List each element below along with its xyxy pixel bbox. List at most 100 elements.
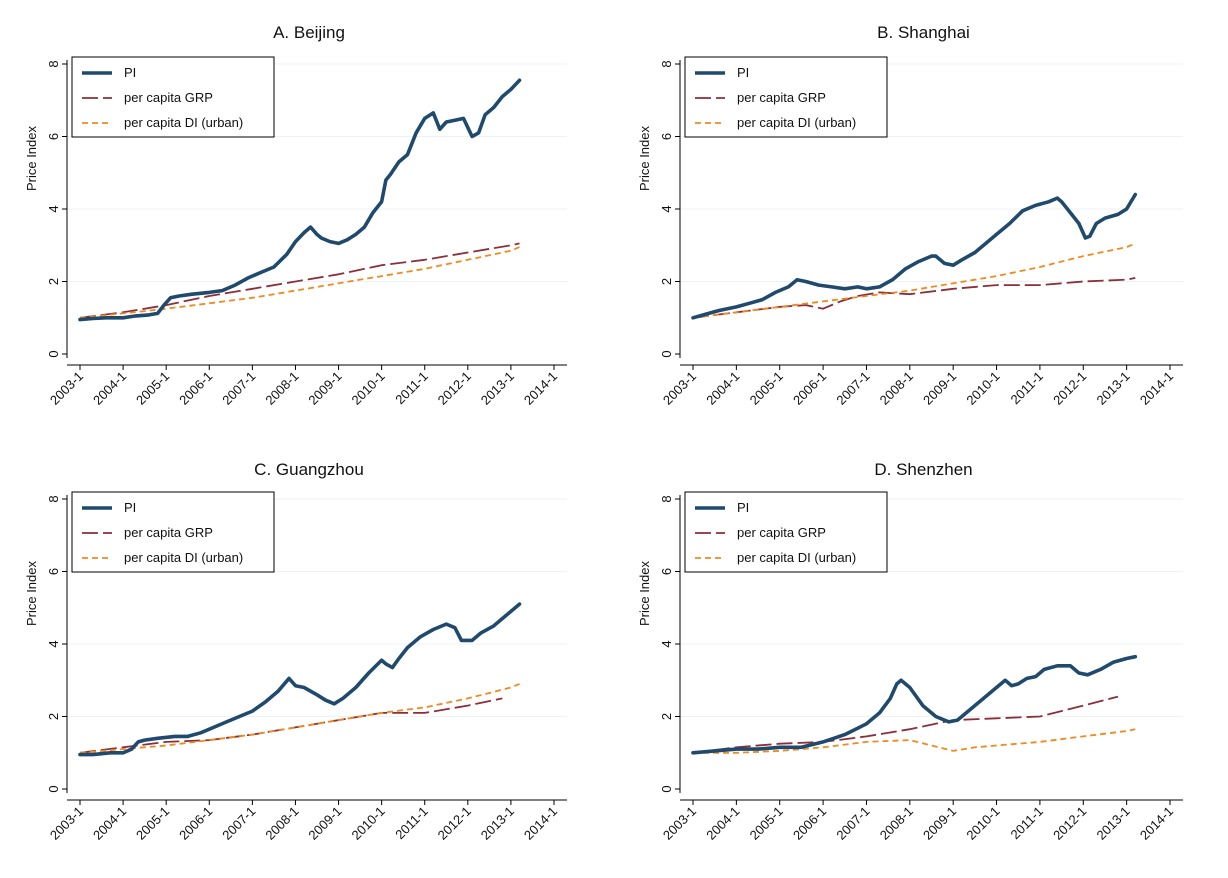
series-line-di — [692, 242, 1136, 319]
x-tick-label: 2012-1 — [435, 804, 474, 843]
series-line-grp — [79, 242, 520, 319]
y-tick-label: 8 — [46, 60, 61, 67]
x-tick-label: 2013-1 — [1094, 804, 1133, 843]
legend-label-grp: per capita GRP — [737, 525, 826, 540]
series-line-grp — [79, 697, 503, 754]
chart-title: A. Beijing — [273, 23, 345, 42]
x-tick-label: 2011-1 — [392, 804, 431, 843]
x-tick-label: 2007-1 — [219, 369, 258, 408]
series-line-pi — [78, 78, 522, 322]
legend-label-pi: PI — [124, 65, 136, 80]
y-tick-label: 6 — [659, 568, 674, 575]
y-tick-label: 0 — [659, 350, 674, 357]
series-line-pi — [78, 602, 522, 757]
x-tick-label: 2009-1 — [305, 369, 344, 408]
series-line-grp — [692, 277, 1136, 319]
x-tick-label: 2007-1 — [833, 369, 872, 408]
y-tick-label: 6 — [46, 568, 61, 575]
series-line-di — [693, 728, 1136, 754]
x-tick-label: 2003-1 — [47, 369, 86, 408]
y-tick-label: 2 — [46, 713, 61, 720]
y-tick-label: 2 — [659, 278, 674, 285]
x-tick-label: 2014-1 — [1137, 804, 1176, 843]
legend-label-di: per capita DI (urban) — [737, 550, 856, 565]
x-tick-label: 2012-1 — [1050, 804, 1089, 843]
y-tick-label: 4 — [659, 640, 674, 647]
x-tick-label: 2014-1 — [521, 369, 560, 408]
x-tick-label: 2004-1 — [90, 804, 129, 843]
y-tick-label: 4 — [659, 205, 674, 212]
y-tick-label: 0 — [46, 350, 61, 357]
x-tick-label: 2006-1 — [790, 804, 829, 843]
series-line-pi — [691, 654, 1138, 755]
y-tick-label: 6 — [659, 133, 674, 140]
legend-label-grp: per capita GRP — [737, 90, 826, 105]
x-tick-label: 2009-1 — [305, 804, 344, 843]
y-axis-title: Price Index — [24, 560, 39, 626]
chart-panel-3: C. Guangzhou 0 2 4 6 8 Price Index 2003-1 2004-1… — [24, 460, 567, 843]
series-line-di — [79, 246, 520, 319]
legend-label-grp: per capita GRP — [124, 525, 213, 540]
x-tick-label: 2004-1 — [90, 369, 129, 408]
y-tick-label: 0 — [659, 785, 674, 792]
x-tick-label: 2012-1 — [435, 369, 474, 408]
legend-label-di: per capita DI (urban) — [737, 115, 856, 130]
x-tick-label: 2007-1 — [219, 804, 258, 843]
y-tick-label: 8 — [659, 495, 674, 502]
x-tick-label: 2007-1 — [833, 804, 872, 843]
x-tick-label: 2009-1 — [920, 369, 959, 408]
x-tick-label: 2005-1 — [747, 804, 786, 843]
y-tick-label: 6 — [46, 133, 61, 140]
y-tick-label: 0 — [46, 785, 61, 792]
x-tick-label: 2005-1 — [133, 369, 172, 408]
x-tick-label: 2011-1 — [392, 369, 431, 408]
x-tick-label: 2005-1 — [747, 369, 786, 408]
x-tick-label: 2006-1 — [790, 369, 829, 408]
x-tick-label: 2008-1 — [877, 804, 916, 843]
y-axis-title: Price Index — [637, 125, 652, 191]
x-tick-label: 2004-1 — [703, 804, 742, 843]
x-tick-label: 2011-1 — [1007, 369, 1046, 408]
y-axis-title: Price Index — [637, 560, 652, 626]
series-line-pi — [691, 192, 1138, 320]
x-tick-label: 2006-1 — [176, 369, 215, 408]
y-tick-label: 8 — [46, 495, 61, 502]
legend-label-di: per capita DI (urban) — [124, 550, 243, 565]
x-tick-label: 2010-1 — [963, 369, 1002, 408]
y-tick-label: 4 — [46, 205, 61, 212]
legend-label-pi: PI — [737, 65, 749, 80]
x-tick-label: 2011-1 — [1007, 804, 1046, 843]
legend-label-pi: PI — [737, 500, 749, 515]
y-axis-title: Price Index — [24, 125, 39, 191]
chart-title: C. Guangzhou — [254, 460, 364, 479]
x-tick-label: 2003-1 — [47, 804, 86, 843]
legend-box — [684, 491, 888, 573]
legend-label-di: per capita DI (urban) — [124, 115, 243, 130]
x-tick-label: 2004-1 — [703, 369, 742, 408]
y-tick-label: 2 — [659, 713, 674, 720]
x-tick-label: 2008-1 — [262, 804, 301, 843]
x-tick-label: 2013-1 — [478, 804, 517, 843]
x-tick-label: 2003-1 — [660, 369, 699, 408]
legend-label-grp: per capita GRP — [124, 90, 213, 105]
x-tick-label: 2009-1 — [920, 804, 959, 843]
x-tick-label: 2008-1 — [877, 369, 916, 408]
chart-title: B. Shanghai — [877, 23, 970, 42]
x-tick-label: 2010-1 — [349, 804, 388, 843]
x-tick-label: 2013-1 — [1094, 369, 1133, 408]
legend-label-pi: PI — [124, 500, 136, 515]
x-tick-label: 2006-1 — [176, 804, 215, 843]
x-tick-label: 2005-1 — [133, 804, 172, 843]
x-tick-label: 2010-1 — [349, 369, 388, 408]
y-tick-label: 2 — [46, 278, 61, 285]
series-line-di — [79, 683, 520, 754]
x-tick-label: 2010-1 — [963, 804, 1002, 843]
series-line-grp — [692, 695, 1119, 754]
y-tick-label: 8 — [659, 60, 674, 67]
x-tick-label: 2008-1 — [262, 369, 301, 408]
x-tick-label: 2013-1 — [478, 369, 517, 408]
